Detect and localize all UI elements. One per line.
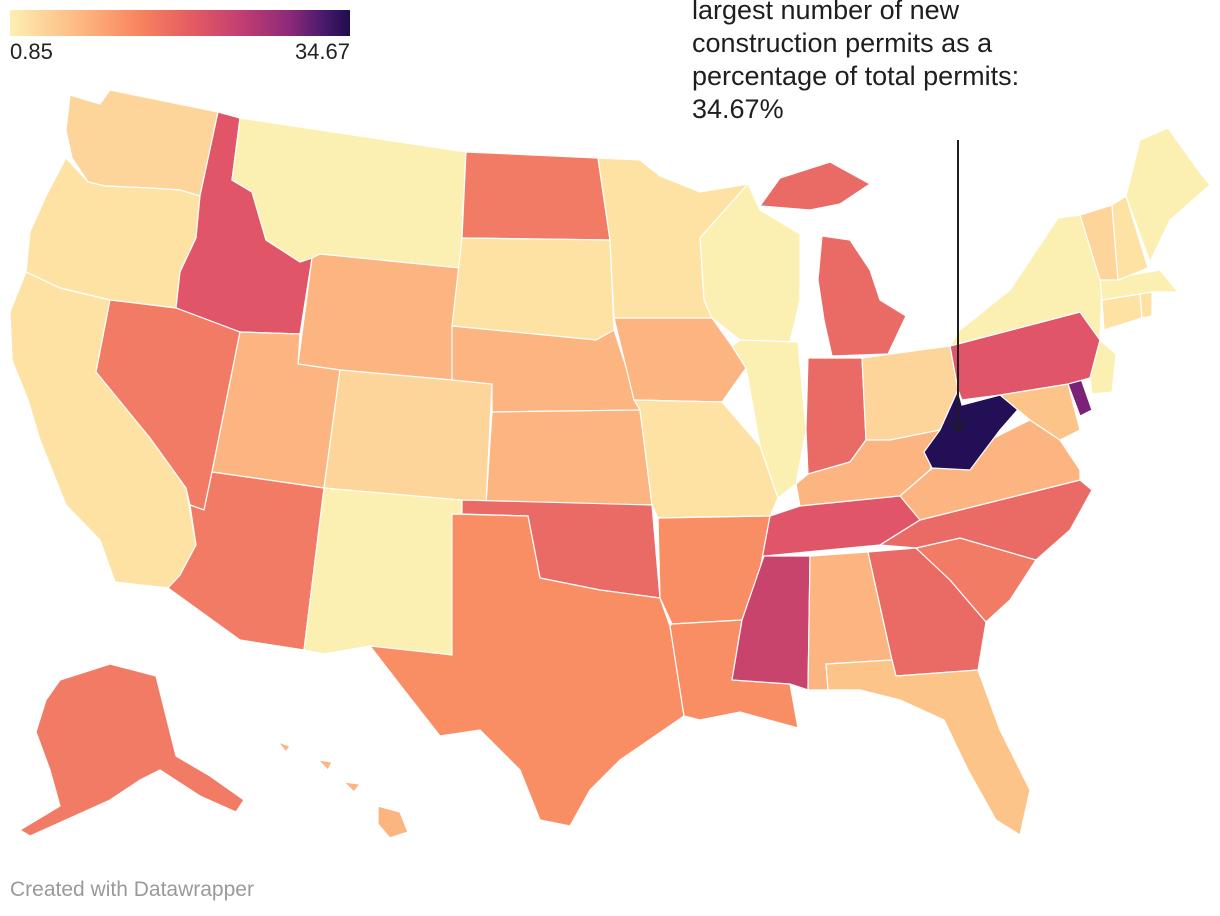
map-annotation: largest number of new construction permi… [692,0,1020,124]
state-new-hampshire[interactable] [1111,195,1149,281]
state-florida[interactable] [825,659,1031,836]
legend-labels: 0.85 34.67 [10,39,350,67]
state-hawaii[interactable] [276,740,409,839]
state-illinois[interactable] [731,339,807,499]
annotation-pointer-arrowhead [949,419,967,434]
legend-min-label: 0.85 [10,39,53,64]
state-kansas[interactable] [485,409,653,506]
state-rhode-island[interactable] [1139,291,1153,319]
state-alaska[interactable] [18,663,245,837]
datawrapper-credit[interactable]: Created with Datawrapper [10,878,254,901]
state-iowa[interactable] [613,317,747,403]
state-shapes [9,89,1211,839]
state-wisconsin[interactable] [699,182,801,343]
state-colorado[interactable] [323,369,493,505]
color-legend: 0.85 34.67 [10,10,350,67]
state-wyoming[interactable] [297,253,461,381]
state-maine[interactable] [1125,127,1211,264]
state-north-dakota[interactable] [461,151,611,241]
state-new-mexico[interactable] [303,487,463,656]
state-michigan[interactable] [758,161,907,357]
legend-gradient-bar [10,10,350,36]
state-washington[interactable] [65,89,219,197]
state-south-dakota[interactable] [451,237,615,341]
state-texas[interactable] [368,513,685,827]
state-new-jersey[interactable] [1089,338,1117,395]
state-west-virginia[interactable] [923,388,1030,471]
legend-max-label: 34.67 [294,39,350,64]
